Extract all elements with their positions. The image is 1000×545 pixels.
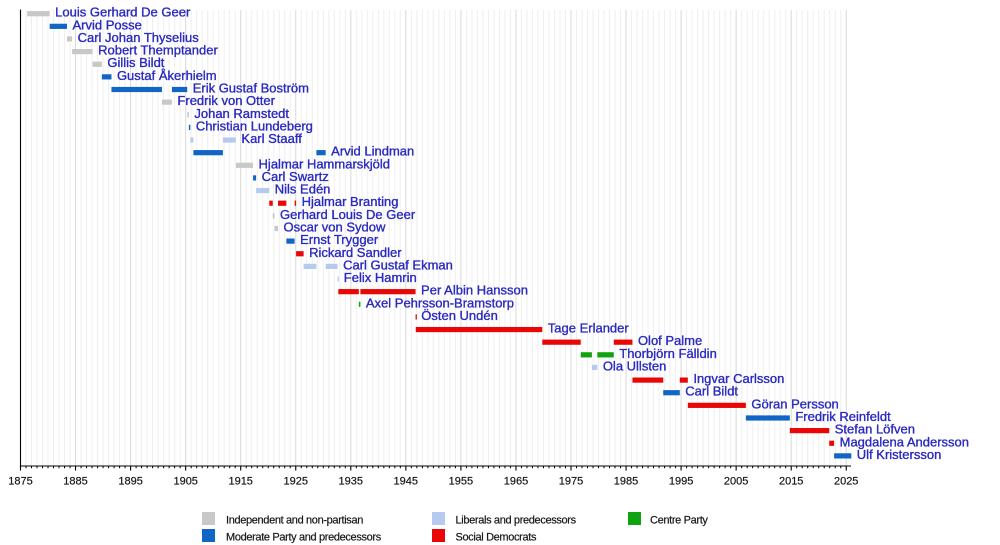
svg-text:Olof Palme: Olof Palme [638,333,702,348]
svg-text:1965: 1965 [504,476,528,488]
svg-text:Independent and non-partisan: Independent and non-partisan [226,515,363,527]
svg-text:Arvid Posse: Arvid Posse [73,17,142,32]
svg-text:Oscar von Sydow: Oscar von Sydow [284,219,386,234]
svg-text:Rickard Sandler: Rickard Sandler [309,245,402,260]
svg-text:Karl Staaff: Karl Staaff [241,131,302,146]
svg-text:1995: 1995 [669,476,693,488]
svg-text:1895: 1895 [118,476,142,488]
svg-text:Carl Bildt: Carl Bildt [685,384,738,399]
svg-text:Social Democrats: Social Democrats [456,532,537,544]
svg-text:1945: 1945 [394,476,418,488]
svg-text:2025: 2025 [834,476,858,488]
svg-text:Ernst Trygger: Ernst Trygger [300,232,379,247]
svg-text:2015: 2015 [779,476,803,488]
svg-text:Hjalmar Hammarskjöld: Hjalmar Hammarskjöld [259,156,390,171]
svg-text:Carl Johan Thyselius: Carl Johan Thyselius [78,30,200,45]
svg-text:1875: 1875 [8,476,32,488]
svg-text:Arvid Lindman: Arvid Lindman [331,144,414,159]
svg-text:Stefan Löfven: Stefan Löfven [835,422,915,437]
svg-text:Nils Edén: Nils Edén [275,182,331,197]
svg-text:Göran Persson: Göran Persson [751,396,838,411]
svg-text:Ingvar Carlsson: Ingvar Carlsson [693,371,784,386]
svg-text:Liberals and predecessors: Liberals and predecessors [456,515,577,527]
svg-text:Ulf Kristersson: Ulf Kristersson [857,447,942,462]
svg-text:Fredrik Reinfeldt: Fredrik Reinfeldt [795,409,891,424]
svg-text:Ola Ullsten: Ola Ullsten [603,358,667,373]
svg-text:Johan Ramstedt: Johan Ramstedt [194,106,289,121]
svg-text:1955: 1955 [449,476,473,488]
svg-text:Gerhard Louis De Geer: Gerhard Louis De Geer [280,207,416,222]
svg-text:Louis Gerhard De Geer: Louis Gerhard De Geer [55,5,191,20]
svg-text:1975: 1975 [559,476,583,488]
svg-text:Felix Hamrin: Felix Hamrin [344,270,417,285]
svg-text:Moderate Party and predecessor: Moderate Party and predecessors [226,532,382,544]
svg-text:Tage Erlander: Tage Erlander [548,321,630,336]
svg-text:Centre Party: Centre Party [650,515,708,527]
svg-text:Gillis Bildt: Gillis Bildt [107,55,164,70]
svg-text:1885: 1885 [63,476,87,488]
svg-text:1905: 1905 [173,476,197,488]
svg-text:1985: 1985 [614,476,638,488]
svg-text:Christian Lundeberg: Christian Lundeberg [196,118,313,133]
svg-text:1935: 1935 [339,476,363,488]
svg-text:Per Albin Hansson: Per Albin Hansson [421,283,528,298]
svg-text:2005: 2005 [724,476,748,488]
svg-text:Erik Gustaf Boström: Erik Gustaf Boström [193,81,309,96]
svg-text:Östen Undén: Östen Undén [421,308,498,323]
svg-text:Hjalmar Branting: Hjalmar Branting [302,194,399,209]
svg-text:1915: 1915 [228,476,252,488]
svg-text:Fredrik von Otter: Fredrik von Otter [177,93,275,108]
svg-text:Thorbjörn Fälldin: Thorbjörn Fälldin [619,346,717,361]
svg-text:1925: 1925 [284,476,308,488]
svg-text:Carl Gustaf Ekman: Carl Gustaf Ekman [343,257,453,272]
svg-text:Robert Themptander: Robert Themptander [98,43,218,58]
svg-text:Gustaf Åkerhielm: Gustaf Åkerhielm [117,68,217,83]
svg-text:Carl Swartz: Carl Swartz [262,169,329,184]
svg-text:Magdalena Andersson: Magdalena Andersson [840,434,969,449]
svg-text:Axel Pehrsson-Bramstorp: Axel Pehrsson-Bramstorp [366,295,514,310]
